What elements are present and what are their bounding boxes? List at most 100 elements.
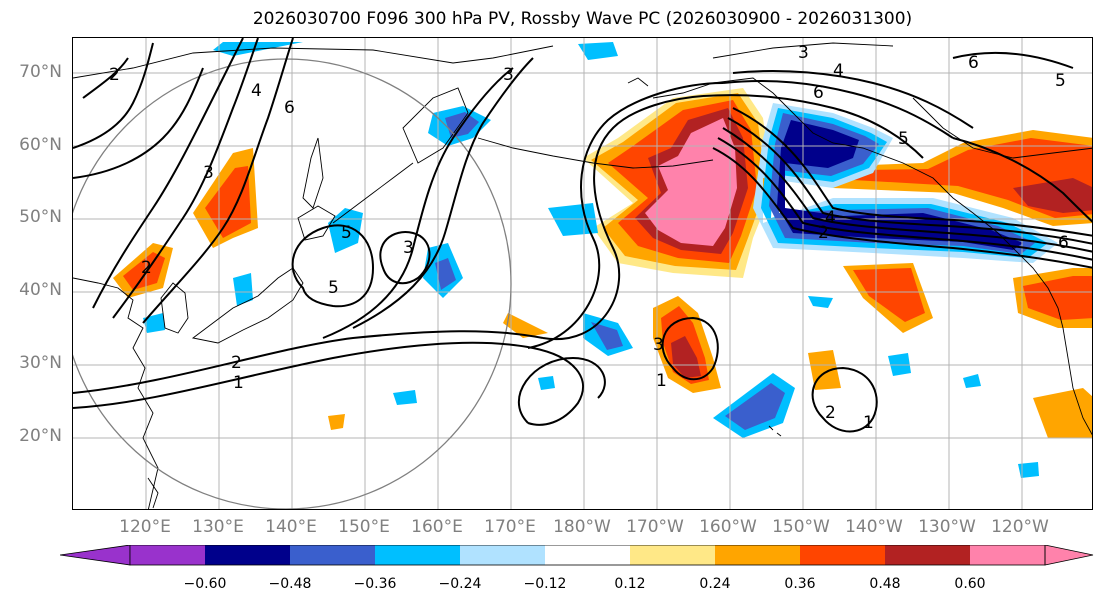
- contour-label: 3: [203, 163, 214, 183]
- contour-wave-1: [322, 67, 514, 339]
- colorbar-extend-high: [1044, 545, 1094, 566]
- contour-bundle-1: [712, 147, 1092, 269]
- contour-ridge-1: [542, 95, 704, 341]
- colorbar-outline: [129, 545, 1046, 566]
- contour-label: 1: [233, 373, 244, 393]
- coast-russia-north: [73, 45, 554, 79]
- lon-label-140w: 140°W: [845, 517, 903, 537]
- contour-ridge-2: [527, 82, 724, 349]
- lat-label-70n: 70°N: [19, 62, 62, 82]
- positive-anomaly-southeast: [1033, 388, 1092, 438]
- lon-label-150e: 150°E: [338, 517, 390, 537]
- negative-anomaly-japan-east-2-blue: [435, 258, 456, 290]
- positive-anomaly-subtropical-darkred: [671, 336, 701, 378]
- coastlines: [73, 42, 1092, 509]
- contour-label: 2: [825, 403, 836, 423]
- colorbar-tick-label: 0.24: [699, 576, 731, 592]
- colorbar-extend-low: [60, 545, 131, 566]
- contour-eastpac-2: [722, 80, 954, 139]
- coast-north-america-interior: [912, 97, 1092, 159]
- contour-bundle-4: [727, 117, 1092, 245]
- contour-right-top: [952, 51, 1074, 69]
- lat-label-30n: 30°N: [19, 353, 62, 373]
- colorbar-segment: [885, 545, 970, 565]
- contour-label: 6: [1058, 233, 1069, 253]
- lon-label-150w: 150°W: [772, 517, 830, 537]
- positive-anomaly-small-c: [503, 313, 548, 338]
- contour-label: 2: [818, 223, 829, 243]
- lon-label-170w: 170°W: [626, 517, 684, 537]
- contour-label: 4: [825, 208, 836, 228]
- contour-right-mid: [952, 137, 1092, 223]
- negative-anomaly-small-b: [538, 376, 555, 390]
- contour-label: 5: [328, 278, 339, 298]
- colorbar-tick-label: 0.48: [869, 576, 901, 592]
- coast-us-west: [1062, 327, 1092, 436]
- coast-bering-islands: [627, 77, 649, 87]
- lon-label-120w: 120°W: [991, 517, 1049, 537]
- positive-anomaly-east-red: [853, 268, 925, 322]
- contour-loop-2: [661, 316, 719, 381]
- contour-top-left: [82, 57, 129, 99]
- contour-label: 4: [833, 61, 844, 81]
- contour-label: 2: [109, 65, 120, 85]
- negative-anomaly-small-g: [1018, 462, 1039, 478]
- coast-alaska: [652, 77, 1019, 254]
- positive-anomaly-small-w: [328, 414, 345, 430]
- negative-anomaly-south-blue: [725, 383, 785, 430]
- colorbar-tick-label: −0.12: [523, 576, 567, 592]
- lon-label-170e: 170°E: [484, 517, 536, 537]
- contour-japan-3: [142, 38, 294, 324]
- contour-trough-japan: [291, 224, 375, 308]
- lon-label-160w: 160°W: [699, 517, 757, 537]
- colorbar-tick-label: 0.12: [614, 576, 646, 592]
- contour-label: 6: [284, 98, 295, 118]
- lon-label-120e: 120°E: [119, 517, 171, 537]
- negative-anomaly-small-i: [578, 42, 618, 60]
- positive-anomaly-central-pacific-pink: [645, 118, 737, 246]
- positive-anomaly-small-se: [808, 350, 841, 390]
- coast-alaska-north: [712, 42, 894, 59]
- contour-north-1: [73, 67, 204, 179]
- contour-label: 2: [231, 353, 242, 373]
- lat-label-60n: 60°N: [19, 135, 62, 155]
- lon-label-130w: 130°W: [918, 517, 976, 537]
- colorbar-segment: [800, 545, 885, 565]
- contour-label: 1: [656, 371, 667, 391]
- contour-eastpac-1: [702, 94, 924, 159]
- negative-anomaly-subtropical-blue: [591, 322, 623, 350]
- colorbar-tick-label: 0.36: [784, 576, 816, 592]
- contour-north-2: [73, 42, 154, 149]
- contour-bundle-2: [717, 137, 1092, 261]
- contour-label: 5: [341, 223, 352, 243]
- negative-anomaly-small-k: [963, 374, 981, 388]
- colorbar-segment: [970, 545, 1045, 565]
- colorbar-tick-label: −0.36: [353, 576, 397, 592]
- contour-label: 3: [653, 335, 664, 355]
- contour-loop-1: [811, 366, 878, 433]
- coast-japan-honshu: [191, 267, 304, 344]
- coast-korea: [160, 282, 189, 334]
- contour-bundle-5: [732, 107, 1092, 237]
- map-svg: 2 3 4 6 3 5 3 5 2 1 2 3 4 6 5 4 2 6 3 1 …: [73, 38, 1092, 509]
- colorbar-segment: [460, 545, 545, 565]
- contour-label: 6: [813, 83, 824, 103]
- colorbar: [60, 545, 1094, 566]
- colorbar-tick-label: −0.48: [268, 576, 312, 592]
- colorbar-segment: [205, 545, 290, 565]
- lon-label-130e: 130°E: [192, 517, 244, 537]
- contour-wave-2: [352, 57, 534, 329]
- coast-kamchatka: [402, 87, 469, 164]
- contour-eastpac-3: [732, 70, 974, 129]
- contour-label: 3: [403, 238, 414, 258]
- contour-2-south: [73, 330, 544, 394]
- positive-anomaly-japan-north-red: [205, 166, 251, 238]
- pv-anomaly-shading: [113, 42, 1092, 478]
- colorbar-segment: [375, 545, 460, 565]
- contour-label: 5: [898, 129, 909, 149]
- contour-label: 2: [141, 258, 152, 278]
- colorbar-segment: [545, 545, 630, 565]
- contour-label: 3: [503, 65, 514, 85]
- coast-sakhalin: [302, 137, 324, 209]
- colorbar-segment: [130, 545, 205, 565]
